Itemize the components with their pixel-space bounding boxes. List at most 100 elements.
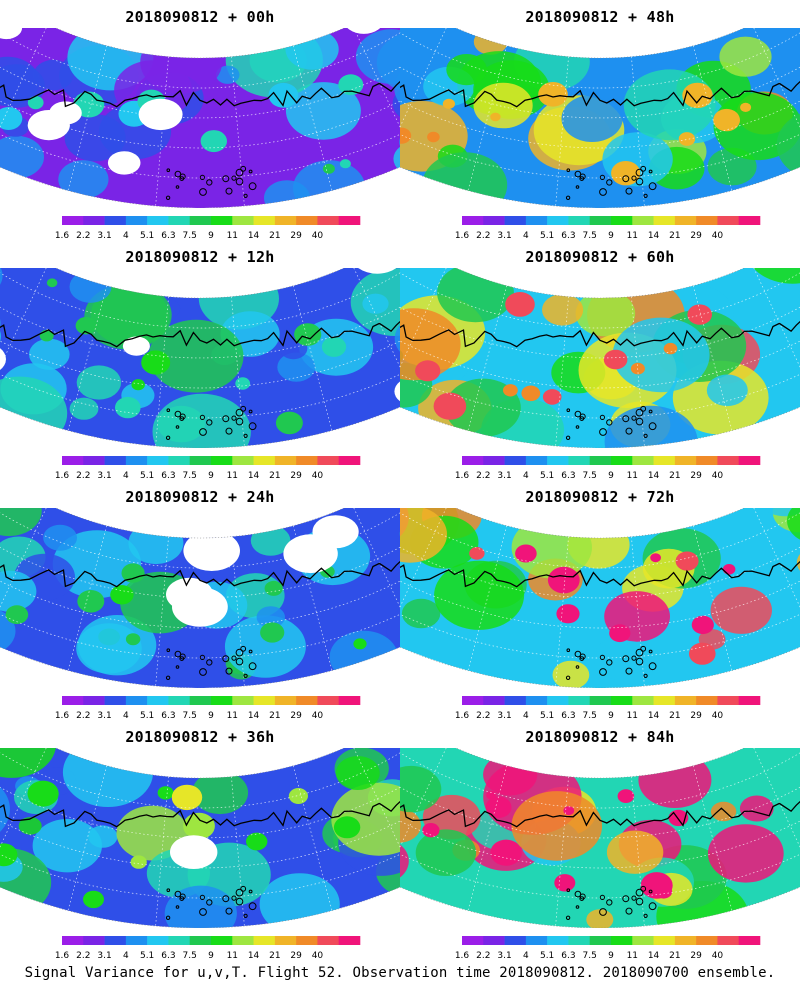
- colorbar-tick-label: 14: [248, 231, 260, 240]
- variance-peak: [538, 82, 568, 107]
- colorbar-tick-label: 4: [123, 711, 129, 720]
- island-outline: [179, 173, 186, 180]
- masked-region: [283, 534, 338, 574]
- colorbar-swatch: [125, 216, 148, 225]
- colorbar-swatch: [738, 936, 761, 945]
- colorbar-swatch: [611, 936, 633, 945]
- variance-blob: [215, 65, 240, 84]
- variance-blob: [401, 598, 441, 629]
- island-outline: [631, 895, 637, 901]
- longitude-line: [67, 765, 108, 911]
- colorbar-tick-label: 6.3: [561, 711, 575, 720]
- colorbar-swatch: [504, 216, 527, 225]
- colorbar-tick-label: 2.2: [476, 951, 490, 960]
- colorbar-tick-label: 2.2: [476, 711, 490, 720]
- latitude-line: [400, 786, 800, 869]
- panel-title: 2018090812 + 72h: [525, 488, 675, 506]
- latitude-line: [400, 521, 800, 599]
- island-outline: [648, 649, 653, 654]
- variance-peak: [640, 872, 673, 899]
- island-outline: [565, 195, 571, 201]
- longitude-line: [555, 536, 569, 687]
- variance-blob: [224, 615, 306, 678]
- colorbar-swatch: [504, 696, 527, 705]
- variance-peak: [691, 615, 714, 635]
- longitude-line: [0, 508, 49, 641]
- variance-peak: [294, 323, 322, 346]
- latitude-line: [0, 306, 400, 389]
- colorbar-tick-label: 9: [208, 471, 214, 480]
- longitude-line: [631, 56, 645, 207]
- longitude-line: [555, 296, 569, 447]
- longitude-line: [751, 268, 800, 401]
- variance-peak: [609, 624, 631, 643]
- variance-blob: [277, 352, 316, 382]
- colorbar-tick-label: 6.3: [161, 951, 175, 960]
- coastline: [0, 311, 400, 348]
- colorbar-tick-label: 29: [690, 471, 702, 480]
- colorbar-swatch: [83, 216, 105, 225]
- colorbar-tick-label: 11: [227, 471, 238, 480]
- island-outline: [222, 655, 230, 663]
- colorbar: 1.6 2.2 3.1 4 5.1 6.3 7.5 9 11 14 21 29 40: [455, 216, 761, 240]
- variance-peak: [235, 377, 251, 390]
- longitude-line: [751, 508, 800, 641]
- variance-map: [0, 748, 400, 928]
- island-outline: [599, 188, 607, 196]
- colorbar-tick-label: 9: [208, 951, 214, 960]
- variance-blob: [473, 82, 533, 129]
- forecast-panel: 2018090812 + 00h 1.6 2.2 3.1 4 5.1 6.3 7.5 9 11 14…: [0, 0, 400, 240]
- colorbar-swatch: [462, 936, 484, 945]
- variance-blob: [90, 283, 172, 346]
- island-outline: [579, 173, 586, 180]
- island-outline: [599, 908, 607, 916]
- longitude-line: [631, 536, 645, 687]
- island-outline: [643, 673, 648, 678]
- colorbar-tick-label: 1.6: [455, 951, 470, 960]
- variance-map: [400, 508, 800, 688]
- colorbar-tick-label: 40: [712, 231, 724, 240]
- colorbar-tick-label: 29: [690, 231, 702, 240]
- island-outline: [165, 915, 171, 921]
- colorbar-swatch: [189, 936, 212, 945]
- colorbar-swatch: [674, 456, 697, 465]
- colorbar-tick-label: 1.6: [55, 231, 70, 240]
- variance-peak: [427, 131, 440, 143]
- island-outline: [648, 889, 653, 894]
- island-outline: [235, 648, 244, 657]
- variance-blob: [18, 817, 42, 835]
- island-outline: [175, 185, 180, 189]
- island-outline: [222, 895, 230, 903]
- variance-blob: [473, 28, 508, 55]
- island-outline: [631, 655, 637, 661]
- colorbar-swatch: [338, 216, 361, 225]
- variance-peak: [0, 843, 18, 867]
- masked-region: [166, 577, 213, 612]
- colorbar-swatch: [274, 936, 297, 945]
- coastline: [400, 311, 800, 348]
- island-outline: [174, 410, 182, 418]
- colorbar-tick-label: 9: [208, 231, 214, 240]
- colorbar-swatch: [253, 216, 276, 225]
- longitude-line: [400, 268, 449, 401]
- colorbar-tick-label: 7.5: [183, 471, 197, 480]
- island-outline: [175, 425, 180, 429]
- variance-peak: [200, 130, 227, 153]
- longitude-line: [692, 765, 733, 911]
- island-outline: [648, 902, 657, 911]
- variance-blob: [561, 95, 623, 142]
- colorbar-swatch: [168, 456, 191, 465]
- island-outline: [625, 907, 633, 915]
- colorbar-tick-label: 5.1: [540, 471, 554, 480]
- colorbar-tick-label: 9: [608, 711, 614, 720]
- colorbar-swatch: [147, 936, 169, 945]
- variance-peak: [339, 159, 351, 169]
- colorbar-swatch: [632, 936, 654, 945]
- colorbar-swatch: [338, 696, 361, 705]
- colorbar-swatch: [83, 456, 105, 465]
- colorbar-tick-label: 6.3: [161, 471, 175, 480]
- colorbar-tick-label: 14: [648, 951, 660, 960]
- variance-blob: [335, 756, 380, 790]
- island-outline: [235, 168, 244, 177]
- masked-region: [27, 110, 70, 141]
